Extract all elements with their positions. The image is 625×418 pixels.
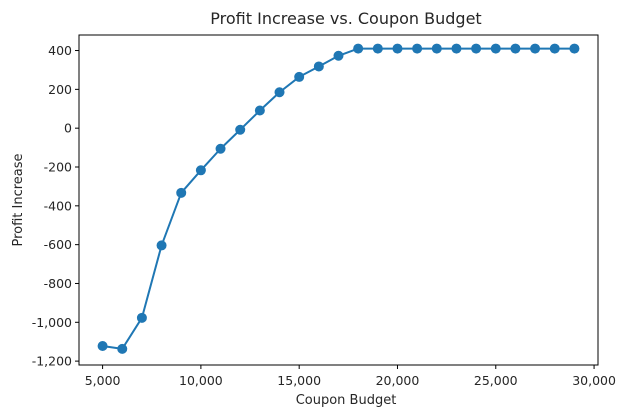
y-tick-label: -200 — [44, 160, 72, 175]
data-point — [97, 340, 108, 351]
x-axis-label: Coupon Budget — [296, 393, 397, 408]
data-point — [176, 187, 187, 198]
data-point — [451, 43, 462, 54]
y-tick-label: 400 — [48, 43, 72, 58]
data-point — [313, 61, 324, 72]
x-tick-label: 10,000 — [179, 373, 223, 388]
data-point — [294, 71, 305, 82]
y-tick-label: -600 — [44, 237, 72, 252]
y-tick-label: 0 — [64, 121, 72, 136]
y-tick-label: -400 — [44, 198, 72, 213]
data-point — [431, 43, 442, 54]
data-point — [117, 343, 128, 354]
data-point — [333, 50, 344, 61]
plot-area: 5,000 10,000 15,000 20,000 25,000 30,000 -1,20… — [32, 34, 616, 388]
data-point — [412, 43, 423, 54]
x-tick-label: 20,000 — [376, 373, 420, 388]
data-point — [471, 43, 482, 54]
data-point — [569, 43, 580, 54]
data-point — [353, 43, 364, 54]
data-point — [490, 43, 501, 54]
y-tick-label: -1,000 — [32, 315, 72, 330]
data-point — [156, 240, 167, 251]
data-point — [215, 143, 226, 154]
plot-frame — [78, 34, 599, 366]
y-tick-label: -1,200 — [32, 354, 72, 369]
y-tick-label: -800 — [44, 276, 72, 291]
data-point — [136, 312, 147, 323]
data-point — [372, 43, 383, 54]
y-tick-label: 200 — [48, 82, 72, 97]
data-point — [235, 124, 246, 135]
x-tick-label: 25,000 — [474, 373, 518, 388]
y-axis-label: Profit Increase — [11, 153, 26, 246]
data-point — [392, 43, 403, 54]
data-point — [254, 105, 265, 116]
data-point — [549, 43, 560, 54]
data-point — [510, 43, 521, 54]
chart-title: Profit Increase vs. Coupon Budget — [210, 9, 481, 28]
data-point — [530, 43, 541, 54]
x-tick-label: 5,000 — [85, 373, 121, 388]
x-tick-label: 15,000 — [277, 373, 321, 388]
data-point — [274, 87, 285, 98]
data-point — [195, 165, 206, 176]
x-tick-label: 30,000 — [572, 373, 616, 388]
